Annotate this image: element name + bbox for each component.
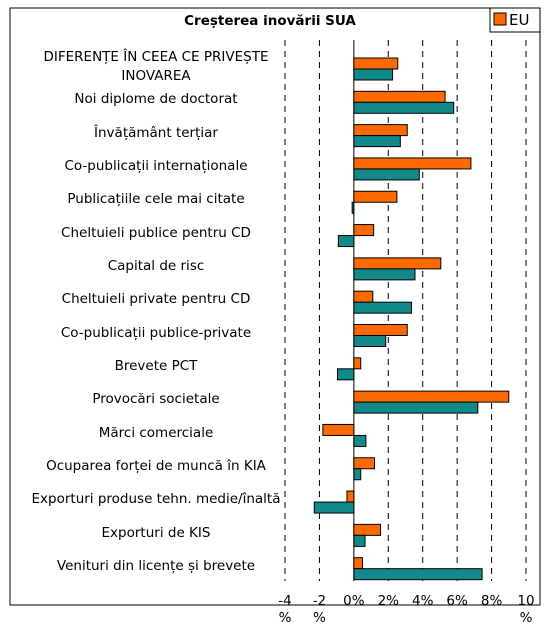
x-tick-label: 6% [446, 593, 468, 609]
x-tick-label: 10% [517, 593, 534, 626]
category-label: Mărci comerciale [98, 424, 214, 441]
bar [353, 401, 479, 414]
x-tick-label: -4% [278, 593, 291, 626]
category-label: Provocări societale [92, 391, 220, 408]
bar [353, 157, 472, 170]
x-tick-label-part: 10 [517, 593, 534, 609]
bar [353, 68, 394, 81]
x-tick-label-part: % [279, 610, 292, 626]
bar [353, 468, 362, 481]
category-label: Publicațiile cele mai citate [67, 191, 245, 208]
bar [322, 423, 355, 436]
bar [313, 501, 355, 514]
bar [351, 201, 355, 214]
bar [353, 257, 442, 270]
category-label: Brevete PCT [114, 357, 198, 374]
bar [353, 168, 420, 181]
bar [353, 335, 387, 347]
bar [353, 324, 408, 336]
frame [9, 7, 541, 606]
x-tick-label-part: 8% [481, 593, 503, 609]
x-tick-label: 0% [343, 593, 365, 609]
bar [353, 290, 374, 303]
bar [353, 557, 363, 570]
bar [353, 124, 408, 137]
bar [353, 357, 362, 370]
legend-label: EU [509, 11, 529, 29]
x-tick-label-part: -2 [313, 593, 326, 609]
bar [353, 568, 483, 581]
category-label: Co-publicații publice-private [60, 324, 252, 341]
x-tick-label-part: % [313, 610, 326, 626]
x-tick-label: 2% [378, 593, 400, 609]
bar [353, 224, 375, 237]
category-label: Ocuparea forței de muncă în KIA [46, 457, 266, 474]
bar [353, 57, 399, 70]
category-label: Venituri din licențe și brevete [56, 557, 256, 574]
x-tick-label-part: 4% [412, 593, 434, 609]
bar [353, 101, 455, 114]
bar [353, 390, 510, 403]
category-label: Exporturi de KIS [101, 524, 211, 541]
category-label: Noi diplome de doctorat [74, 91, 238, 108]
x-tick-label-part: 6% [446, 593, 468, 609]
x-tick-label-part: -4 [278, 593, 291, 609]
category-label: Învățământ terțiar [94, 124, 218, 141]
chart-title: Creșterea inovării SUA [184, 13, 356, 29]
x-tick-label: 4% [412, 593, 434, 609]
bar [353, 268, 416, 281]
bar [353, 301, 413, 314]
bar [353, 190, 398, 203]
x-tick-label-part: % [520, 610, 533, 626]
bar [337, 235, 355, 248]
category-label: Co-publicații internaționale [64, 158, 248, 175]
x-tick-label: 8% [481, 593, 503, 609]
bar [353, 534, 366, 547]
x-tick-label-part: 0% [343, 593, 365, 609]
category-label: Capital de risc [107, 258, 205, 275]
bar [353, 457, 376, 470]
bar [353, 135, 401, 148]
bar [353, 434, 367, 447]
bar [337, 368, 355, 381]
category-label: DIFERENȚE ÎN CEEA CE PRIVEȘTE INOVAREA [43, 48, 269, 84]
legend-swatch [493, 12, 507, 26]
legend: EU [489, 7, 541, 33]
category-label: Exporturi produse tehn. medie/înaltă [31, 491, 281, 508]
bar [346, 490, 355, 503]
category-label: Cheltuieli private pentru CD [61, 291, 251, 308]
bar [353, 523, 382, 536]
bar [353, 90, 446, 103]
category-label: Cheltuieli publice pentru CD [61, 224, 251, 241]
x-tick-label-part: 2% [378, 593, 400, 609]
x-tick-label: -2% [313, 593, 326, 626]
